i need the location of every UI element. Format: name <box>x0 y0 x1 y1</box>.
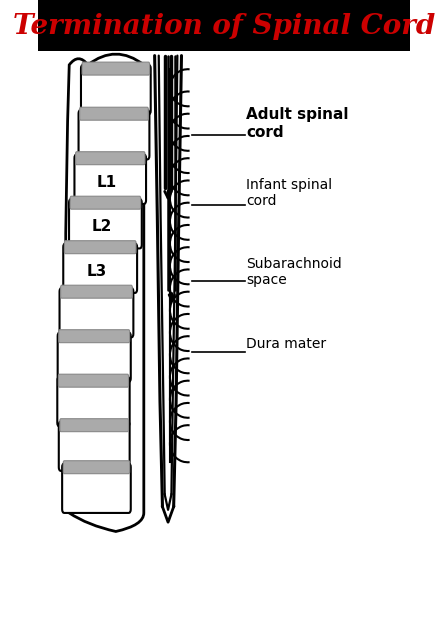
FancyBboxPatch shape <box>65 241 136 253</box>
Text: L2: L2 <box>91 219 112 234</box>
FancyBboxPatch shape <box>59 330 129 342</box>
FancyBboxPatch shape <box>60 286 132 298</box>
FancyBboxPatch shape <box>76 152 145 164</box>
Text: L1: L1 <box>96 175 116 190</box>
FancyBboxPatch shape <box>60 288 134 337</box>
FancyBboxPatch shape <box>63 461 129 473</box>
FancyBboxPatch shape <box>60 419 129 431</box>
FancyBboxPatch shape <box>58 332 131 382</box>
FancyBboxPatch shape <box>62 464 131 513</box>
FancyBboxPatch shape <box>82 62 150 75</box>
FancyBboxPatch shape <box>74 154 146 204</box>
FancyBboxPatch shape <box>57 377 129 426</box>
FancyBboxPatch shape <box>63 243 137 293</box>
Text: L3: L3 <box>86 264 107 279</box>
Text: Adult spinal
cord: Adult spinal cord <box>246 108 349 140</box>
FancyBboxPatch shape <box>81 65 151 114</box>
Text: Infant spinal
cord: Infant spinal cord <box>246 178 332 208</box>
FancyBboxPatch shape <box>70 197 141 209</box>
FancyBboxPatch shape <box>58 375 129 387</box>
Text: Dura mater: Dura mater <box>246 337 327 350</box>
FancyBboxPatch shape <box>78 110 150 159</box>
FancyBboxPatch shape <box>69 199 142 248</box>
FancyBboxPatch shape <box>80 108 148 120</box>
Text: Termination of Spinal Cord: Termination of Spinal Cord <box>13 13 435 40</box>
Text: Subarachnoid
space: Subarachnoid space <box>246 257 342 287</box>
FancyBboxPatch shape <box>59 421 129 471</box>
Bar <box>38 0 410 51</box>
